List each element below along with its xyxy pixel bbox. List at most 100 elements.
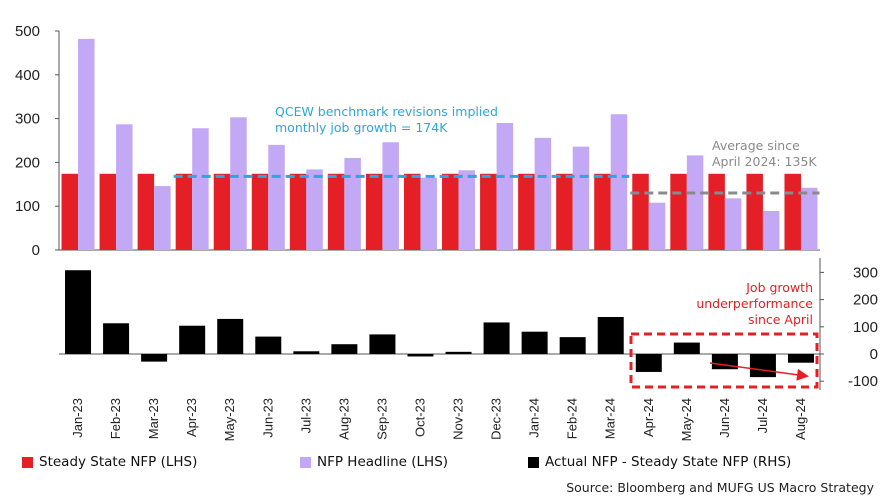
x-tick-label-Jan-24: Jan-24: [527, 398, 542, 438]
legend-label-steady-state: Steady State NFP (LHS): [39, 454, 198, 470]
underperformance-annotation-line: underperformance: [696, 296, 813, 311]
top-y-tick-label: 200: [15, 154, 40, 171]
x-tick-label-Aug-23: Aug-23: [336, 398, 351, 440]
bar-actual-minus-steady-Aug-24: [787, 354, 814, 363]
underperformance-highlight-box: [629, 332, 819, 389]
bar-actual-minus-steady-Jun-23: [255, 336, 282, 354]
x-tick-label-May-23: May-23: [222, 398, 237, 441]
bar-steady-state-Mar-24: [594, 173, 611, 250]
bar-steady-state-Nov-23: [442, 173, 459, 250]
top-y-tick-label: 400: [15, 67, 40, 84]
bar-steady-state-Dec-23: [480, 173, 497, 250]
bar-nfp-headline-Jan-23: [78, 38, 95, 250]
bar-actual-minus-steady-Jul-23: [293, 351, 320, 354]
legend-label-nfp-headline: NFP Headline (LHS): [317, 454, 449, 470]
x-tick-label-Sep-23: Sep-23: [374, 398, 389, 440]
bar-actual-minus-steady-Feb-24: [559, 337, 586, 354]
bottom-panel: [59, 258, 821, 390]
top-y-tick-label: 300: [15, 111, 40, 128]
bar-actual-minus-steady-Nov-23: [445, 351, 472, 354]
x-tick-label-Nov-23: Nov-23: [451, 398, 466, 440]
bar-steady-state-Aug-24: [784, 173, 801, 250]
bar-nfp-headline-Jul-24: [762, 211, 780, 250]
bar-steady-state-Aug-23: [327, 173, 345, 250]
x-tick-label-Apr-23: Apr-23: [184, 398, 199, 437]
x-tick-label-Feb-24: Feb-24: [565, 398, 580, 439]
x-tick-label-Apr-24: Apr-24: [641, 398, 656, 437]
bar-steady-state-May-23: [213, 173, 231, 250]
x-tick-label-Oct-23: Oct-23: [412, 398, 427, 437]
bar-actual-minus-steady-Jul-24: [749, 354, 776, 378]
legend-item-steady-state: Steady State NFP (LHS): [22, 454, 197, 470]
underperformance-annotation-line: since April: [748, 312, 813, 327]
bar-steady-state-Apr-24: [632, 173, 649, 250]
x-tick-label-Jul-24: Jul-24: [755, 398, 770, 433]
bar-actual-minus-steady-Feb-23: [103, 323, 130, 354]
top-bars: [61, 38, 818, 250]
bar-actual-minus-steady-Aug-23: [331, 344, 358, 354]
qcew-annotation-line: QCEW benchmark revisions implied: [275, 104, 498, 119]
top-y-tick-label: 500: [15, 23, 40, 40]
bar-nfp-headline-Jan-24: [534, 137, 552, 250]
x-tick-label-Jun-23: Jun-23: [260, 398, 275, 438]
bar-steady-state-Jul-23: [289, 173, 307, 250]
x-tick-label-Mar-24: Mar-24: [603, 398, 618, 439]
bar-actual-minus-steady-Jan-23: [65, 270, 92, 354]
bar-steady-state-Feb-24: [556, 173, 573, 250]
legend: Steady State NFP (LHS) NFP Headline (LHS…: [22, 454, 872, 474]
bar-steady-state-Sep-23: [365, 173, 383, 250]
x-tick-label-Jun-24: Jun-24: [717, 398, 732, 438]
bar-steady-state-Feb-23: [99, 173, 117, 250]
top-panel: [58, 31, 820, 251]
chart-canvas: 0 100 200 300 400 500 -100 0 100 200 300 Jan-23 Feb-…: [15, 23, 878, 441]
bar-nfp-headline-Feb-23: [116, 124, 133, 250]
reference-lines: [173, 174, 820, 195]
x-tick-label-Jul-23: Jul-23: [298, 398, 313, 433]
legend-swatch-nfp-headline: [300, 456, 311, 468]
bar-steady-state-Apr-23: [175, 173, 193, 250]
bar-nfp-headline-Jun-23: [268, 144, 285, 250]
bar-nfp-headline-Jun-24: [724, 198, 742, 250]
underperformance-trend-arrow: [709, 362, 809, 381]
x-tick-label-Aug-24: Aug-24: [793, 398, 808, 440]
legend-item-actual-minus-steady: Actual NFP - Steady State NFP (RHS): [528, 454, 791, 470]
bar-steady-state-Oct-23: [403, 173, 421, 250]
bar-nfp-headline-Feb-24: [572, 146, 590, 250]
bar-nfp-headline-Aug-23: [344, 158, 361, 250]
bar-nfp-headline-Oct-23: [420, 177, 437, 250]
x-tick-label-Jan-23: Jan-23: [70, 398, 85, 438]
legend-swatch-steady-state: [22, 456, 33, 468]
bottom-y-tick-label: 200: [853, 292, 878, 309]
bar-nfp-headline-Mar-23: [154, 186, 171, 250]
bar-actual-minus-steady-May-24: [673, 342, 700, 354]
bar-actual-minus-steady-May-23: [217, 318, 244, 354]
bar-steady-state-Jun-23: [251, 173, 269, 250]
x-tick-label-Feb-23: Feb-23: [108, 398, 123, 439]
bar-nfp-headline-May-24: [686, 155, 704, 250]
bottom-y-tick-label: -100: [848, 373, 878, 390]
bar-nfp-headline-Mar-24: [610, 114, 628, 250]
top-y-tick-label: 0: [32, 242, 40, 259]
bar-nfp-headline-Nov-23: [458, 170, 476, 250]
source-note: Source: Bloomberg and MUFG US Macro Stra…: [566, 480, 874, 495]
legend-label-actual-minus-steady: Actual NFP - Steady State NFP (RHS): [545, 454, 792, 470]
average-annotation-line: Average since: [712, 138, 800, 153]
bar-nfp-headline-May-23: [230, 117, 247, 250]
bar-actual-minus-steady-Sep-23: [369, 334, 396, 354]
bar-actual-minus-steady-Mar-24: [597, 317, 624, 354]
bottom-y-tick-label: 0: [870, 346, 878, 363]
annotations: QCEW benchmark revisions impliedmonthly …: [275, 104, 819, 389]
bar-steady-state-Jul-24: [746, 173, 763, 250]
x-tick-label-May-24: May-24: [679, 398, 694, 441]
bar-steady-state-Mar-23: [137, 173, 155, 250]
bar-actual-minus-steady-Apr-23: [179, 325, 206, 354]
bar-steady-state-Jan-24: [518, 173, 535, 250]
legend-swatch-actual-minus-steady: [528, 456, 539, 468]
average-annotation-line: April 2024: 135K: [712, 154, 817, 169]
bar-actual-minus-steady-Jan-24: [521, 331, 548, 354]
bottom-y-tick-label: 300: [853, 264, 878, 281]
bar-steady-state-Jan-23: [61, 173, 79, 250]
x-tick-label-Dec-23: Dec-23: [489, 398, 504, 440]
axis-ticks: 0 100 200 300 400 500 -100 0 100 200 300 Jan-23 Feb-…: [15, 23, 878, 441]
bottom-bars: [65, 270, 814, 378]
